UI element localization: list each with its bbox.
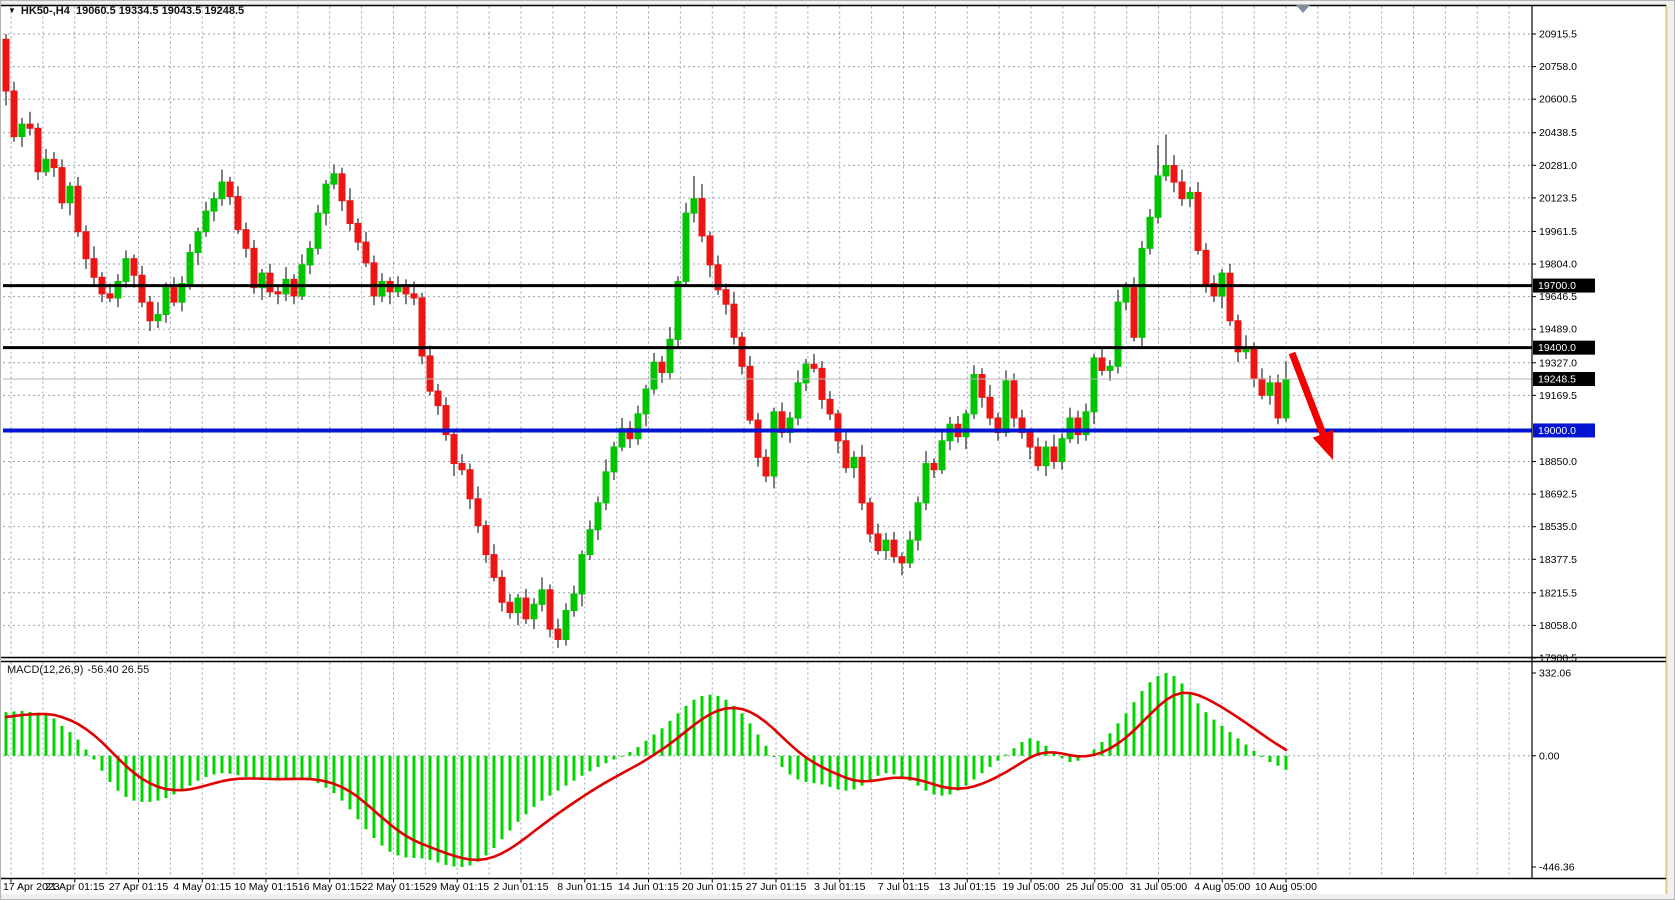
svg-text:19700.0: 19700.0: [1538, 280, 1576, 292]
date-axis-label: 20 Jun 01:15: [682, 881, 743, 893]
price-axis-label: 19646.5: [1539, 291, 1577, 303]
window-bottom-edge: [1, 894, 1674, 899]
price-axis-label: 18535.0: [1539, 521, 1577, 533]
macd-histogram: [4, 673, 1288, 867]
price-axis-label: 19327.0: [1539, 357, 1577, 369]
time-grid: [10, 6, 1510, 878]
price-axis[interactable]: 20915.5 20758.0 20600.5 20438.5 20281.0 20123…: [1532, 29, 1577, 665]
macd-signal-line: [4, 691, 1288, 862]
window-right-edge: [1668, 1, 1674, 899]
svg-text:19000.0: 19000.0: [1538, 425, 1576, 437]
price-axis-label: 20281.0: [1539, 160, 1577, 172]
date-axis-label: 10 Aug 05:00: [1255, 881, 1317, 893]
date-axis-label: 2 Jun 01:15: [494, 881, 549, 893]
date-axis-label: 27 Apr 01:15: [109, 881, 169, 893]
level-badge-19400.0: [1533, 340, 1595, 355]
current-price-badge: [1533, 372, 1595, 387]
price-axis-label: 17900.5: [1539, 653, 1577, 665]
price-badges: 19700.0 19400.0 19000.0 19248.5: [1533, 278, 1595, 438]
date-axis-label: 14 Jun 01:15: [618, 881, 679, 893]
date-axis-label: 19 Jul 05:00: [1002, 881, 1059, 893]
date-axis-label: 4 May 01:15: [173, 881, 231, 893]
macd-axis[interactable]: 332.06 0.00 -446.36: [1532, 668, 1575, 874]
date-axis-label: 22 May 01:15: [362, 881, 426, 893]
svg-text:19248.5: 19248.5: [1538, 374, 1576, 386]
date-axis-label: 16 May 01:15: [298, 881, 362, 893]
level-badge-19700.0: [1533, 278, 1595, 293]
date-axis-label: 3 Jul 01:15: [814, 881, 866, 893]
date-axis-label: 13 Jul 01:15: [939, 881, 996, 893]
price-axis-label: 19961.5: [1539, 226, 1577, 238]
date-axis-label: 10 May 01:15: [234, 881, 298, 893]
date-axis-label: 21 Apr 01:15: [45, 881, 105, 893]
window-top-edge: [1, 1, 1674, 5]
candlestick-series: [2, 34, 1290, 648]
price-axis-label: 18377.5: [1539, 554, 1577, 566]
price-axis-label: 18058.0: [1539, 620, 1577, 632]
price-axis-label: 18850.0: [1539, 456, 1577, 468]
svg-text:19400.0: 19400.0: [1538, 342, 1576, 354]
price-axis-label: 20123.5: [1539, 192, 1577, 204]
panel-borders: [1, 4, 1666, 880]
date-axis-label: 31 Jul 05:00: [1130, 881, 1187, 893]
price-axis-label: 18692.5: [1539, 489, 1577, 501]
price-axis-label: 20758.0: [1539, 61, 1577, 73]
price-axis-label: 20438.5: [1539, 127, 1577, 139]
level-badge-19000.0: [1533, 423, 1595, 438]
date-axis-label: 17 Apr 2023: [3, 881, 60, 893]
date-axis-label: 25 Jul 05:00: [1066, 881, 1123, 893]
macd-axis-label: -446.36: [1539, 862, 1575, 874]
trend-arrow[interactable]: [1288, 351, 1334, 460]
macd-axis-label: 332.06: [1539, 668, 1571, 680]
date-axis-label: 7 Jul 01:15: [878, 881, 930, 893]
macd-axis-label: 0.00: [1539, 750, 1560, 762]
price-axis-label: 18215.5: [1539, 587, 1577, 599]
date-axis-label: 29 May 01:15: [425, 881, 489, 893]
date-axis-label: 8 Jun 01:15: [557, 881, 612, 893]
scroll-shift-marker-icon[interactable]: [1296, 5, 1310, 13]
date-axis-label: 27 Jun 01:15: [746, 881, 807, 893]
price-axis-label: 19489.0: [1539, 324, 1577, 336]
price-axis-label: 20915.5: [1539, 29, 1577, 41]
price-axis-label: 19804.0: [1539, 259, 1577, 271]
date-axis-label: 4 Aug 05:00: [1194, 881, 1250, 893]
price-axis-label: 20600.5: [1539, 94, 1577, 106]
price-axis-label: 19169.5: [1539, 390, 1577, 402]
